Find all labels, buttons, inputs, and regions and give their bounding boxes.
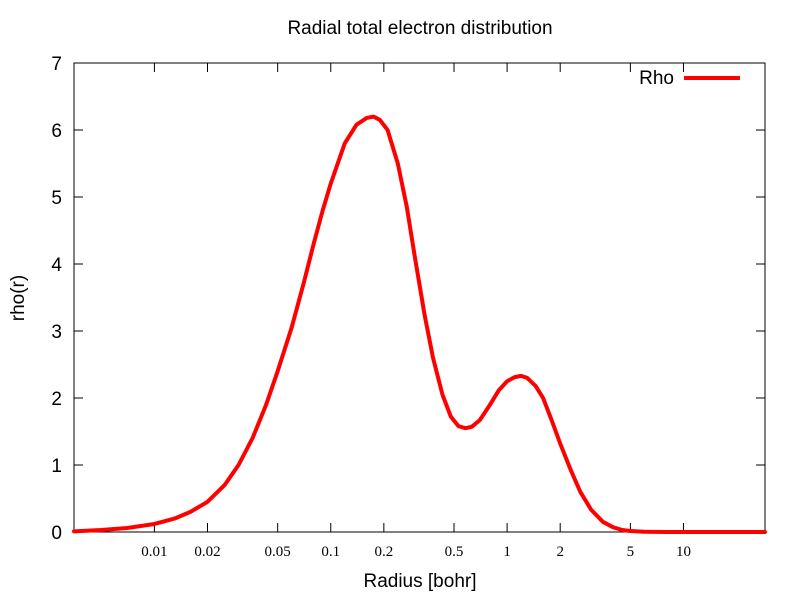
y-tick-label: 4	[51, 255, 62, 276]
x-tick-label: 0.1	[321, 544, 340, 560]
x-tick-label: 0.02	[194, 544, 220, 560]
legend-label-rho: Rho	[639, 68, 674, 89]
y-tick-label: 5	[51, 188, 62, 209]
x-tick-label: 1	[503, 544, 511, 560]
x-tick-label: 5	[627, 544, 635, 560]
y-axis-label: rho(r)	[8, 275, 29, 321]
y-tick-label: 2	[51, 389, 62, 410]
y-tick-label: 3	[51, 322, 62, 343]
x-tick-label: 0.01	[141, 544, 167, 560]
x-axis-label: Radius [bohr]	[363, 571, 476, 592]
plot-frame	[73, 62, 766, 533]
chart-title: Radial total electron distribution	[287, 18, 552, 39]
y-tick-label: 7	[51, 54, 62, 75]
x-tick-label: 0.5	[445, 544, 464, 560]
legend: Rho	[639, 68, 740, 89]
x-tick-label: 10	[676, 544, 691, 560]
x-tick-label: 0.05	[265, 544, 291, 560]
y-tick-label: 0	[51, 523, 62, 544]
y-tick-label: 1	[51, 456, 62, 477]
x-tick-label: 2	[556, 544, 564, 560]
y-tick-label: 6	[51, 121, 62, 142]
rho-series-line	[72, 114, 767, 534]
x-tick-label: 0.2	[374, 544, 393, 560]
axis-ticks: 0 1 2 3 4 5 6 7 0.01 0.02 0.05 0.1 0.2 0.5 1 2 5 10	[51, 54, 765, 560]
